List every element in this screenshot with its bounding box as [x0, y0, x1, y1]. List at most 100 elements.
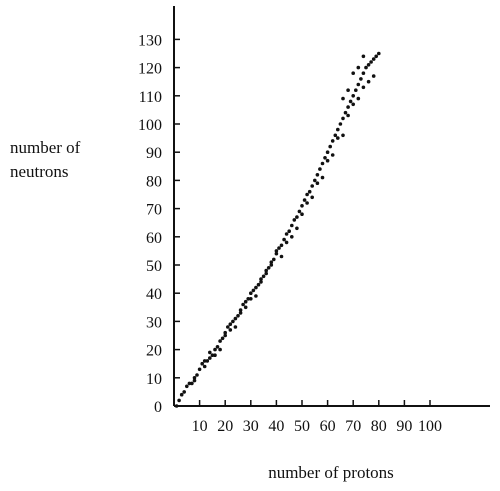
- data-point: [330, 153, 335, 157]
- y-tick-label: 100: [138, 117, 162, 134]
- data-point: [233, 316, 238, 321]
- x-tick-label: 90: [396, 418, 412, 435]
- data-point: [346, 88, 350, 92]
- data-point: [174, 404, 179, 408]
- data-point: [195, 373, 199, 377]
- data-point: [256, 282, 261, 287]
- data-point: [305, 201, 309, 205]
- data-point: [238, 311, 243, 315]
- data-point: [259, 280, 263, 284]
- x-tick-label: 10: [192, 418, 208, 435]
- data-point: [249, 297, 253, 301]
- data-point: [243, 305, 248, 310]
- data-point: [287, 229, 292, 233]
- data-point: [325, 158, 330, 163]
- data-point: [292, 218, 297, 222]
- data-point: [369, 60, 373, 64]
- data-point: [361, 71, 366, 75]
- data-point: [218, 339, 222, 343]
- data-point: [243, 299, 248, 304]
- x-tick-label: 50: [294, 418, 310, 435]
- data-point: [300, 212, 304, 216]
- data-point: [351, 71, 356, 75]
- data-point: [295, 215, 299, 219]
- data-point: [192, 378, 197, 383]
- data-point: [228, 328, 233, 332]
- y-tick-label: 50: [146, 258, 162, 275]
- data-point: [213, 347, 217, 352]
- y-tick-labels: 0 10 20 30 40 50 60 70 80 90 100 110 120 130: [138, 32, 180, 416]
- data-point: [254, 294, 258, 298]
- data-point: [182, 390, 186, 394]
- data-point: [187, 381, 192, 386]
- data-point: [315, 173, 320, 177]
- data-point: [328, 144, 333, 149]
- data-point: [361, 85, 366, 90]
- data-point: [177, 398, 181, 403]
- data-point: [338, 122, 343, 126]
- data-point: [341, 96, 345, 101]
- data-point: [249, 291, 253, 296]
- data-point: [310, 184, 315, 188]
- y-tick-label: 20: [146, 343, 162, 360]
- data-point: [277, 246, 281, 250]
- data-point: [233, 325, 238, 329]
- data-point: [202, 364, 207, 369]
- data-point: [264, 271, 269, 276]
- data-point: [366, 79, 371, 84]
- data-point: [223, 333, 227, 338]
- y-axis-title-line-2: neutrons: [10, 162, 69, 181]
- x-tick-label: 70: [345, 418, 361, 435]
- data-point: [202, 359, 207, 363]
- data-point: [374, 54, 379, 59]
- data-point: [200, 361, 204, 366]
- data-point: [359, 77, 363, 81]
- data-point: [274, 249, 279, 253]
- data-point: [290, 223, 294, 228]
- data-point: [220, 336, 225, 341]
- data-point: [241, 302, 245, 307]
- data-point: [210, 353, 215, 358]
- data-point: [346, 113, 350, 118]
- data-point: [236, 314, 240, 318]
- data-point: [297, 209, 302, 214]
- data-point: [228, 322, 233, 327]
- x-tick-label: 100: [418, 418, 442, 435]
- data-point: [348, 99, 353, 104]
- data-point: [279, 254, 284, 259]
- data-point: [208, 356, 212, 360]
- data-point: [320, 161, 325, 166]
- data-point: [254, 285, 258, 290]
- data-point: [310, 195, 315, 200]
- y-tick-label: 10: [146, 371, 162, 388]
- data-point: [246, 297, 250, 301]
- data-point: [197, 367, 202, 372]
- data-point: [190, 381, 194, 386]
- x-tick-labels: 10 20 30 40 50 60 70 80 90 100: [192, 400, 442, 435]
- data-point: [356, 82, 361, 87]
- data-point: [274, 251, 279, 256]
- data-point: [364, 65, 368, 70]
- data-point: [341, 116, 345, 121]
- data-point: [325, 150, 330, 154]
- data-point: [295, 226, 299, 231]
- data-points: [174, 51, 381, 408]
- data-point: [266, 266, 271, 270]
- data-point: [290, 235, 294, 239]
- data-point: [346, 105, 350, 109]
- data-point: [179, 392, 184, 397]
- y-tick-label: 80: [146, 173, 162, 190]
- data-point: [377, 51, 381, 56]
- data-point: [215, 345, 220, 349]
- data-point: [231, 319, 235, 324]
- data-point: [282, 237, 286, 242]
- data-point: [333, 133, 338, 138]
- data-point: [343, 110, 348, 115]
- data-point: [361, 54, 366, 59]
- data-point: [371, 74, 376, 78]
- y-tick-label: 60: [146, 230, 162, 247]
- data-point: [320, 175, 325, 180]
- x-tick-label: 20: [217, 418, 233, 435]
- y-tick-label: 120: [138, 61, 162, 78]
